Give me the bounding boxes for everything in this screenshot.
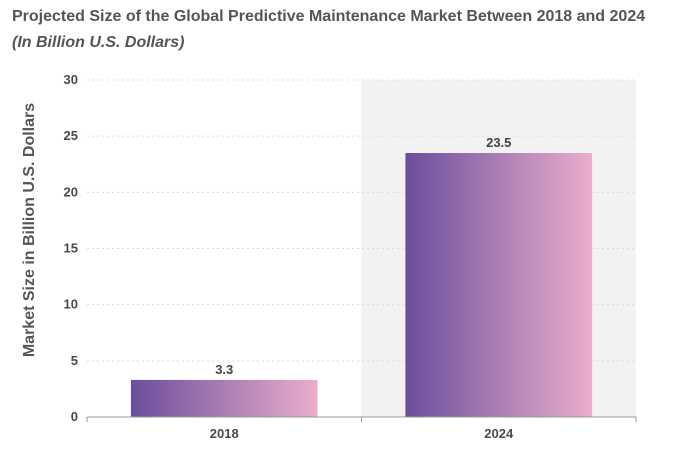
labels: 0 5 10 15 20 25 30 3.3 2018 23.5 2024 <box>64 72 514 441</box>
bar-2024 <box>405 153 593 417</box>
chart-title: Projected Size of the Global Predictive … <box>12 8 646 25</box>
bars <box>130 153 593 417</box>
bar-2018 <box>130 379 318 417</box>
y-tick-label: 0 <box>71 409 78 424</box>
x-tick-label: 2018 <box>210 426 239 441</box>
y-tick-label: 15 <box>64 241 78 256</box>
y-tick-label: 20 <box>64 184 78 199</box>
data-label: 3.3 <box>215 362 233 377</box>
y-axis-title: Market Size in Billion U.S. Dollars <box>21 103 38 357</box>
gridlines <box>87 79 636 362</box>
x-tick-label: 2024 <box>484 426 514 441</box>
chart-subtitle: (In Billion U.S. Dollars) <box>12 34 185 51</box>
data-label: 23.5 <box>486 135 511 150</box>
y-tick-label: 5 <box>71 353 78 368</box>
y-tick-label: 30 <box>64 72 78 87</box>
y-tick-label: 10 <box>64 297 78 312</box>
axes <box>86 416 637 422</box>
y-tick-label: 25 <box>64 128 78 143</box>
